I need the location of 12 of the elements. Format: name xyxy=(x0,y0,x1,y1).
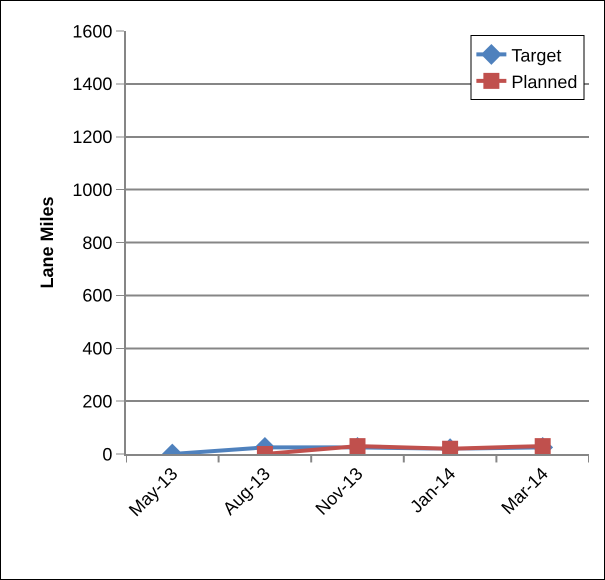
y-tick-label: 1000 xyxy=(72,180,112,200)
legend-label: Target xyxy=(511,45,562,66)
y-tick-label: 1600 xyxy=(72,21,112,42)
y-tick-label: 400 xyxy=(82,338,112,359)
y-tick-label: 1400 xyxy=(72,74,112,94)
y-tick-label: 800 xyxy=(82,232,112,253)
y-tick-label: 200 xyxy=(82,391,112,412)
y-tick-label: 1200 xyxy=(72,127,112,148)
legend-label: Planned xyxy=(511,72,578,92)
y-axis-title: Lane Miles xyxy=(37,196,58,289)
y-tick-label: 0 xyxy=(102,444,112,464)
y-tick-label: 600 xyxy=(82,286,112,306)
